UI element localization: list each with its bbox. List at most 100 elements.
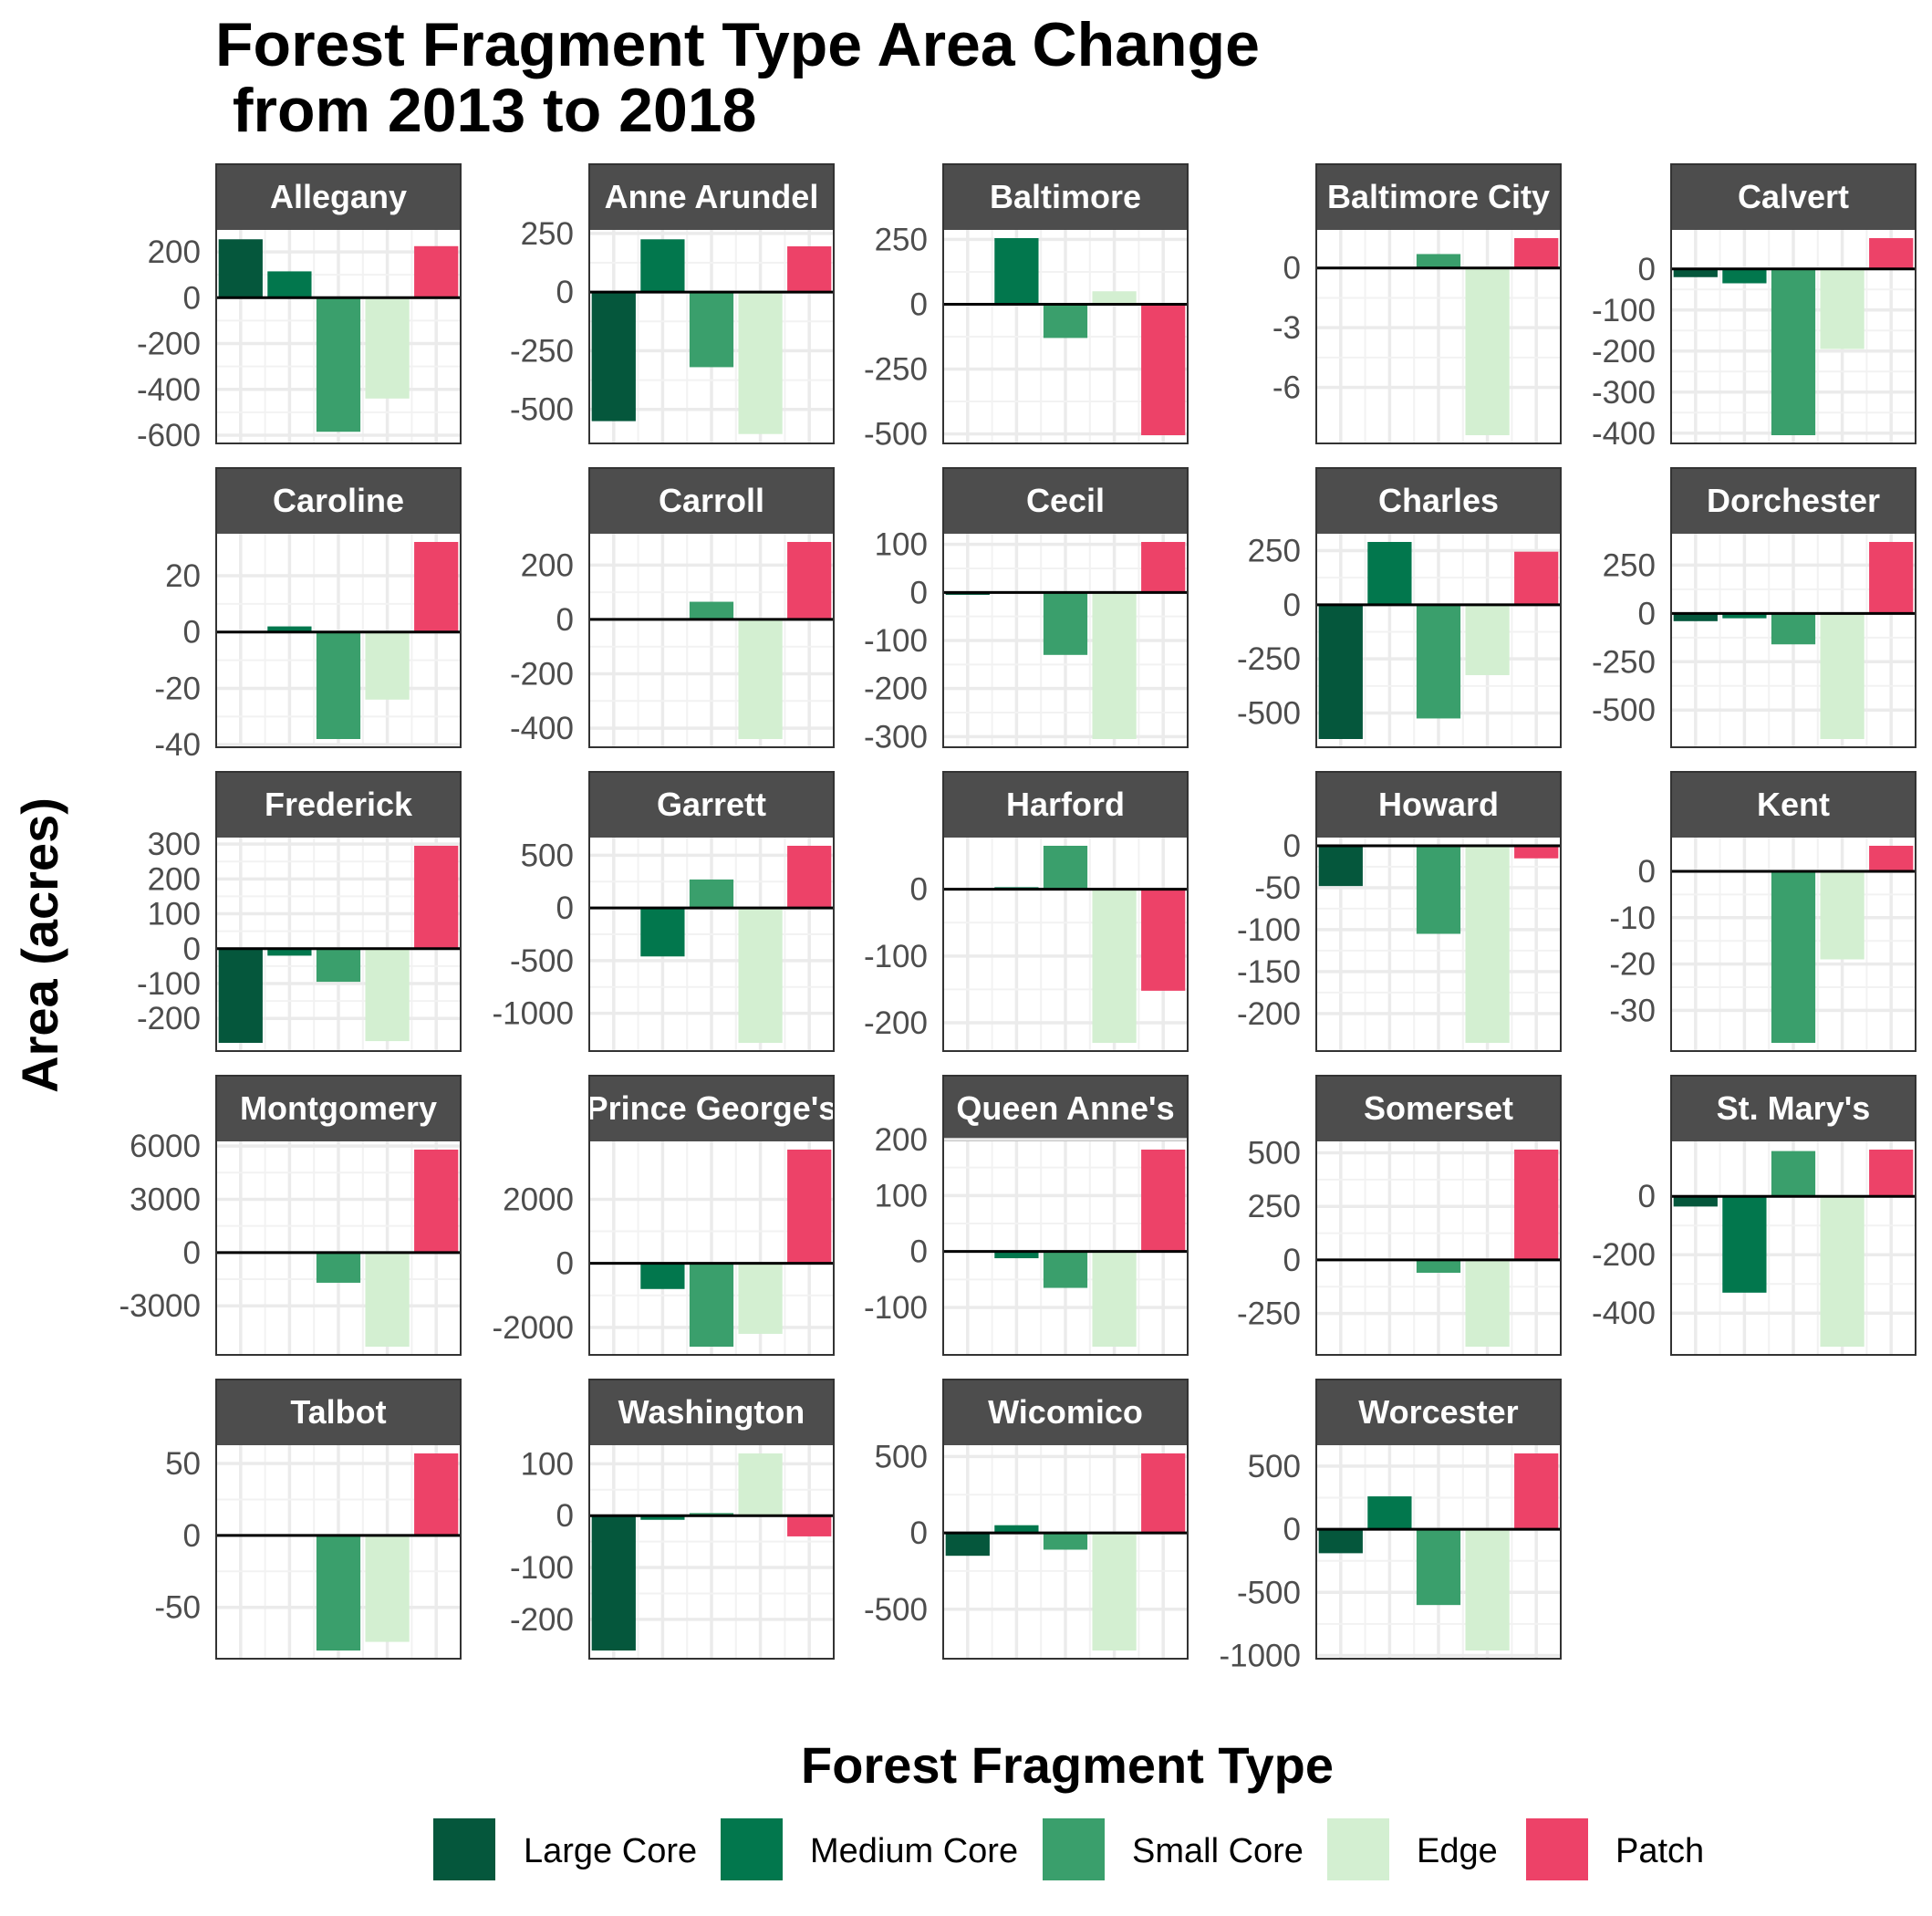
bar-cecil-small-core xyxy=(1043,592,1088,655)
panel-border xyxy=(215,1379,462,1660)
bar-worcester-small-core xyxy=(1416,1529,1461,1606)
strip-kent xyxy=(1671,772,1916,838)
y-tick-label: -100 xyxy=(1237,912,1301,948)
bar-prince-george-s-edge xyxy=(738,1263,783,1334)
strip-label-somerset: Somerset xyxy=(1364,1089,1513,1127)
y-tick-label: -50 xyxy=(1254,870,1301,906)
strip-label-howard: Howard xyxy=(1378,786,1499,823)
bar-garrett-edge xyxy=(738,908,783,1043)
panel-border xyxy=(588,1075,835,1356)
panel-border xyxy=(1315,1379,1562,1660)
panel-border xyxy=(588,771,835,1052)
bar-baltimore-city-small-core xyxy=(1416,254,1461,268)
bar-prince-george-s-medium-core xyxy=(640,1263,685,1289)
y-tick-label: -40 xyxy=(154,727,201,763)
panel-washington: Washington 100 0 -100 -200 xyxy=(510,1379,835,1660)
bar-prince-george-s-patch xyxy=(787,1150,832,1264)
legend-title: Forest Fragment Type xyxy=(801,1736,1334,1794)
bar-allegany-small-core xyxy=(316,297,361,432)
bar-anne-arundel-medium-core xyxy=(640,239,685,293)
panel-border xyxy=(1670,1075,1916,1356)
bar-worcester-edge xyxy=(1465,1529,1510,1650)
bar-carroll-small-core xyxy=(689,601,734,620)
bar-howard-patch xyxy=(1514,846,1559,859)
y-tick-label: 500 xyxy=(1248,1136,1301,1171)
panel-howard: Howard 0 -50 -100 -150 -200 xyxy=(1237,771,1562,1052)
legend-label-small-core: Small Core xyxy=(1132,1832,1304,1870)
bar-baltimore-city-edge xyxy=(1465,267,1510,435)
bar-baltimore-patch xyxy=(1141,304,1186,435)
chart-title-line-1: Forest Fragment Type Area Change xyxy=(215,10,1260,79)
y-tick-label: 500 xyxy=(1248,1449,1301,1484)
bar-frederick-large-core xyxy=(218,948,263,1043)
strip-cecil xyxy=(943,468,1188,534)
legend-swatch-medium-core xyxy=(721,1818,783,1880)
panel-border xyxy=(1670,163,1916,444)
bar-wicomico-edge xyxy=(1092,1533,1137,1650)
bar-garrett-small-core xyxy=(689,879,734,909)
strip-label-calvert: Calvert xyxy=(1738,178,1849,215)
y-tick-label: 0 xyxy=(910,872,928,908)
y-tick-label: -200 xyxy=(864,1005,928,1041)
legend-swatch-small-core xyxy=(1043,1818,1105,1880)
legend-swatch-edge xyxy=(1327,1818,1389,1880)
bar-charles-edge xyxy=(1465,604,1510,675)
y-tick-label: 250 xyxy=(875,222,928,257)
panel-kent: Kent 0 -10 -20 -30 xyxy=(1609,771,1916,1052)
y-tick-label: 100 xyxy=(521,1446,574,1482)
bar-garrett-patch xyxy=(787,846,832,909)
panel-montgomery: Montgomery 6000 3000 0 -3000 xyxy=(119,1075,462,1356)
bar-dorchester-patch xyxy=(1869,542,1914,614)
bar-anne-arundel-patch xyxy=(787,246,832,293)
bar-cecil-patch xyxy=(1141,542,1186,593)
bar-howard-large-core xyxy=(1318,846,1363,887)
strip-prince-george-s xyxy=(589,1076,834,1141)
y-tick-label: -200 xyxy=(137,327,201,362)
bar-worcester-medium-core xyxy=(1367,1496,1412,1530)
strip-label-cecil: Cecil xyxy=(1026,482,1105,519)
strip-frederick xyxy=(216,772,461,838)
bar-queen-anne-s-medium-core xyxy=(994,1251,1039,1259)
panel-st-mary-s: St. Mary's 0 -200 -400 xyxy=(1592,1075,1916,1356)
y-tick-label: -20 xyxy=(154,671,201,706)
y-tick-label: 100 xyxy=(148,897,201,932)
bar-dorchester-medium-core xyxy=(1722,613,1767,619)
bar-somerset-patch xyxy=(1514,1150,1559,1260)
strip-label-harford: Harford xyxy=(1006,786,1125,823)
bar-carroll-edge xyxy=(738,619,783,739)
y-tick-label: 0 xyxy=(183,615,201,651)
y-tick-label: 20 xyxy=(165,558,201,594)
panel-caroline: Caroline 20 0 -20 -40 xyxy=(154,467,462,763)
y-tick-label: -100 xyxy=(1592,293,1656,328)
bar-allegany-medium-core xyxy=(267,271,312,298)
bar-howard-small-core xyxy=(1416,846,1461,934)
y-tick-label: 0 xyxy=(183,280,201,316)
y-tick-label: 0 xyxy=(1638,1179,1656,1214)
strip-label-kent: Kent xyxy=(1757,786,1830,823)
bar-caroline-edge xyxy=(365,631,410,700)
y-tick-label: -250 xyxy=(1237,1296,1301,1332)
strip-label-caroline: Caroline xyxy=(273,482,404,519)
y-tick-label: 0 xyxy=(1638,854,1656,890)
panel-border xyxy=(942,1075,1189,1356)
y-tick-label: 50 xyxy=(165,1446,201,1482)
panel-garrett: Garrett 500 0 -500 -1000 xyxy=(492,771,835,1052)
y-tick-label: 0 xyxy=(556,1246,574,1282)
y-tick-label: 0 xyxy=(556,275,574,310)
y-tick-label: -3000 xyxy=(119,1288,201,1324)
y-tick-label: -150 xyxy=(1237,954,1301,990)
y-tick-label: 200 xyxy=(521,547,574,583)
y-tick-label: 100 xyxy=(875,527,928,563)
y-tick-label: -50 xyxy=(154,1590,201,1626)
bar-baltimore-city-patch xyxy=(1514,238,1559,268)
bar-calvert-small-core xyxy=(1771,268,1816,435)
bar-carroll-patch xyxy=(787,542,832,620)
strip-somerset xyxy=(1316,1076,1561,1141)
bar-howard-edge xyxy=(1465,846,1510,1043)
y-tick-label: -600 xyxy=(137,418,201,453)
chart-title-line-2: from 2013 to 2018 xyxy=(215,76,756,145)
y-tick-label: 250 xyxy=(1248,533,1301,568)
bar-charles-patch xyxy=(1514,551,1559,605)
y-tick-label: -250 xyxy=(1592,644,1656,680)
y-tick-label: 250 xyxy=(1248,1189,1301,1224)
